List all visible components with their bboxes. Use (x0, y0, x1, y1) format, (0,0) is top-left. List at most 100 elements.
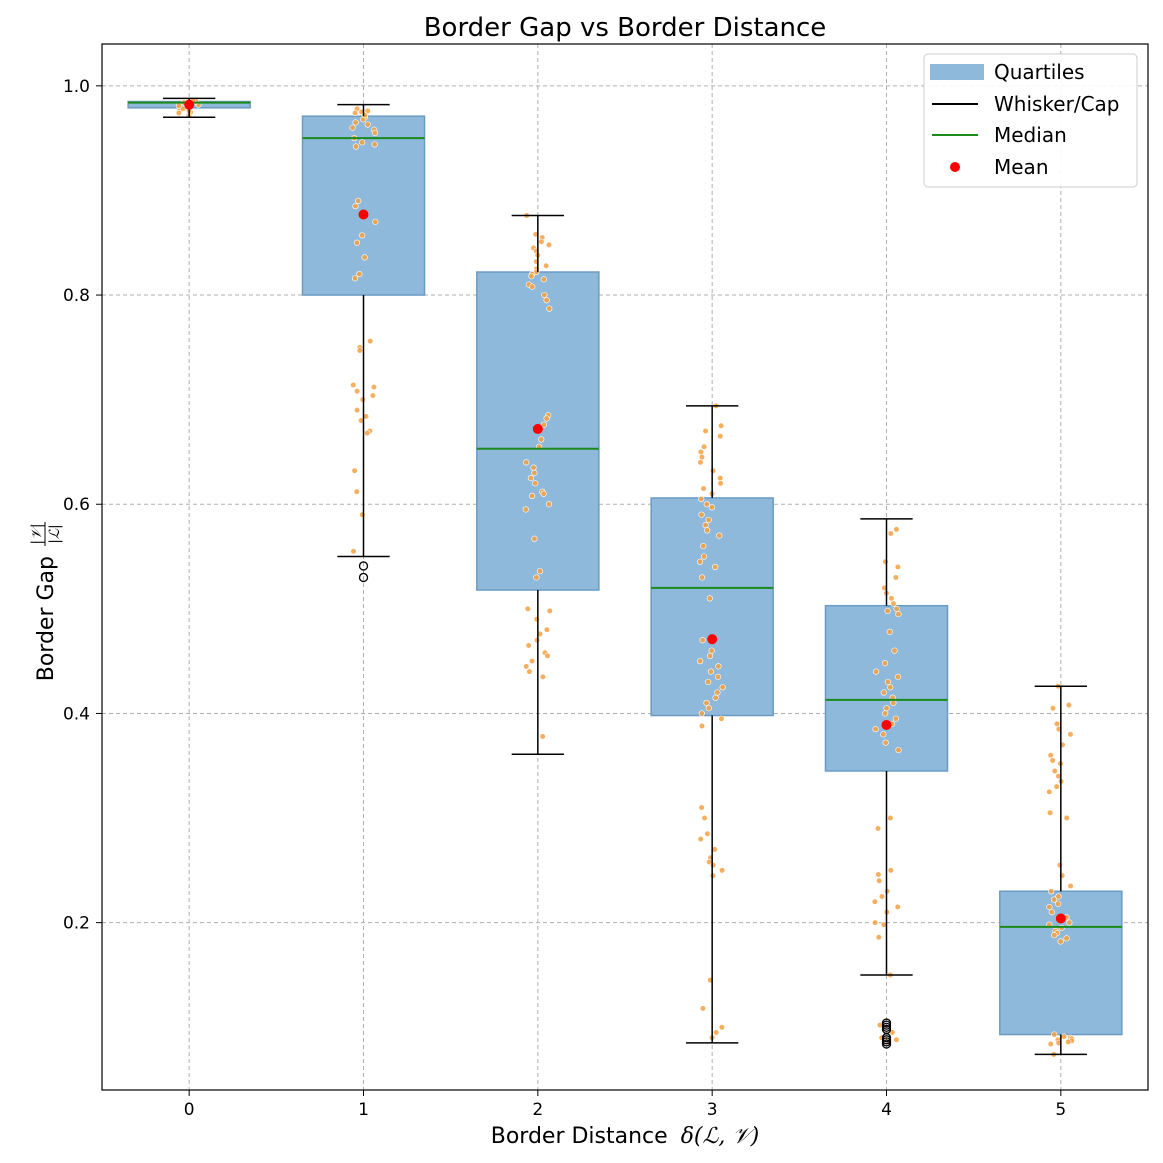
chart-title: Border Gap vs Border Distance (424, 13, 827, 43)
data-point (887, 530, 894, 537)
data-point (893, 1036, 900, 1043)
data-point (1047, 752, 1054, 759)
data-point (872, 919, 879, 926)
data-point (361, 254, 368, 261)
data-point (715, 663, 722, 670)
data-point (710, 862, 717, 869)
data-point (700, 485, 707, 492)
data-point (705, 705, 712, 712)
data-point (887, 867, 894, 874)
data-point (882, 558, 889, 565)
data-point (352, 109, 359, 117)
data-point (718, 715, 725, 722)
data-point (700, 553, 708, 560)
data-point (698, 511, 705, 518)
data-point (1047, 1040, 1054, 1048)
data-point (882, 739, 889, 746)
data-point (706, 652, 714, 660)
legend-label-whisker: Whisker/Cap (994, 92, 1119, 116)
y-tick-label: 0.2 (63, 914, 90, 934)
data-point (880, 689, 887, 696)
data-point (356, 347, 363, 354)
legend: Quartiles Whisker/Cap Median Mean (923, 53, 1138, 188)
data-point (714, 689, 721, 696)
data-point (1067, 882, 1074, 890)
quartile-box (824, 604, 949, 772)
point-layer (175, 97, 1075, 1058)
data-point (531, 469, 538, 476)
data-point (367, 337, 374, 345)
mean-marker (532, 423, 543, 434)
data-point (709, 467, 717, 474)
data-point (538, 436, 545, 443)
data-point (533, 574, 540, 581)
data-point (698, 495, 705, 503)
data-point (525, 642, 532, 649)
data-point (882, 710, 889, 717)
data-point (350, 548, 357, 555)
data-point (888, 595, 895, 602)
data-point (1067, 731, 1074, 738)
data-point (1046, 903, 1053, 911)
data-point (350, 381, 357, 389)
stat-layer (128, 97, 1122, 1056)
box-layer (127, 100, 1123, 1036)
data-point (353, 239, 361, 246)
mean-marker (881, 719, 892, 730)
x-axis-title-math: δ(ℒ, 𝒱) (681, 1124, 760, 1149)
data-point (522, 506, 529, 513)
legend-swatch-quartiles (930, 64, 984, 80)
data-point (1048, 909, 1055, 916)
data-point (1056, 862, 1063, 869)
data-point (707, 668, 715, 675)
data-point (1050, 896, 1058, 903)
data-point (352, 143, 360, 150)
y-axis-title-text: Border Gap (34, 556, 59, 681)
data-point (175, 109, 182, 117)
y-axis-title: Border Gap |𝒱| |ℒ| (29, 522, 63, 681)
outlier-marker (881, 1039, 892, 1049)
data-point (371, 129, 379, 137)
data-point (892, 574, 900, 581)
data-point (717, 433, 724, 440)
data-point (1063, 814, 1070, 822)
data-point (533, 616, 540, 623)
x-axis-title-text: Border Distance (491, 1124, 668, 1149)
data-point (891, 647, 898, 654)
data-point (371, 141, 378, 148)
data-point (1053, 720, 1061, 728)
data-point (719, 684, 726, 691)
data-point (1065, 1038, 1072, 1045)
data-point (872, 726, 879, 733)
data-point (523, 459, 530, 466)
data-point (1051, 932, 1058, 939)
data-point (713, 1029, 720, 1036)
data-point (539, 733, 546, 740)
data-point (697, 459, 704, 466)
data-point (540, 421, 547, 428)
y-tick-label: 0.6 (63, 495, 90, 515)
data-point (545, 501, 553, 508)
data-point (353, 488, 360, 495)
data-point (540, 276, 547, 283)
data-point (349, 124, 356, 131)
data-point (351, 275, 359, 282)
data-point (699, 1005, 706, 1012)
data-point (543, 415, 550, 422)
data-point (528, 273, 535, 280)
mean-marker (358, 209, 369, 220)
data-point (355, 197, 362, 204)
data-point (702, 427, 709, 435)
data-point (704, 527, 711, 534)
x-tick-label: 2 (532, 1100, 543, 1120)
data-point (536, 568, 544, 575)
data-point (359, 232, 366, 239)
data-point (871, 898, 878, 905)
y-tick-label: 1.0 (63, 77, 90, 97)
data-point (706, 595, 713, 602)
data-point (718, 867, 726, 874)
data-point (718, 422, 725, 429)
data-point (701, 814, 708, 822)
legend-label-median: Median (994, 123, 1067, 147)
